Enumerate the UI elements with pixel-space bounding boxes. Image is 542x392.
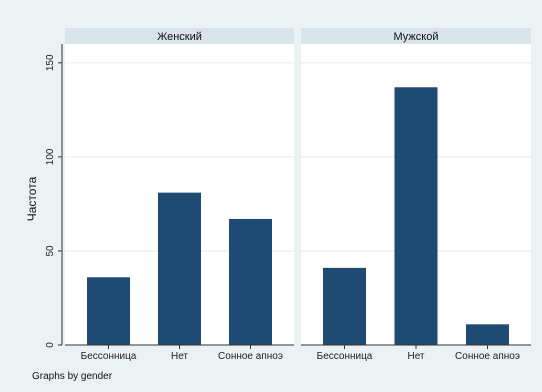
x-tick-label: Сонное апноэ [218, 351, 283, 362]
bar [323, 267, 366, 345]
y-tick-label: 50 [45, 245, 56, 257]
bar [158, 192, 201, 345]
panel-1: Женский Бессонница Нет Сонное апноэ [65, 28, 294, 362]
y-axis-title: Частота [25, 176, 39, 221]
panel-2: Мужской Бессонница Нет Сонное апноэ [301, 28, 531, 362]
x-tick-label: Нет [171, 351, 188, 362]
y-tick-label: 100 [45, 148, 56, 165]
bar [466, 324, 509, 345]
bar [394, 87, 438, 346]
panel-header [65, 28, 294, 44]
y-axis: 0 50 100 150 [45, 44, 63, 348]
x-tick-label: Сонное апноэ [455, 351, 520, 362]
y-tick-label: 0 [45, 342, 56, 348]
note: Graphs by gender [32, 371, 113, 382]
bar [87, 277, 130, 345]
bar [229, 218, 272, 345]
x-tick-label: Бессонница [81, 351, 137, 362]
x-tick-label: Нет [407, 351, 424, 362]
panel-title: Мужской [394, 31, 439, 43]
y-tick-label: 150 [45, 54, 56, 71]
panel-title: Женский [157, 31, 202, 43]
x-tick-label: Бессонница [317, 351, 373, 362]
panel-header [301, 28, 531, 44]
panels-layer: Женский Бессонница Нет Сонное апноэ Мужской Б… [65, 28, 531, 362]
